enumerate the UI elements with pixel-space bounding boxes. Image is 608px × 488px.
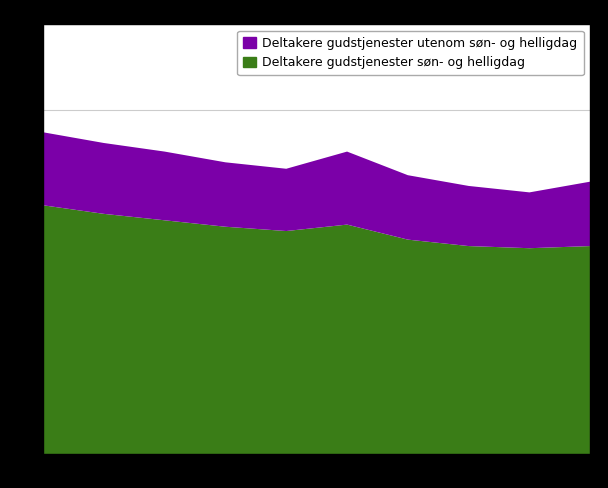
- Legend: Deltakere gudstjenester utenom søn- og helligdag, Deltakere gudstjenester søn- o: Deltakere gudstjenester utenom søn- og h…: [237, 31, 584, 76]
